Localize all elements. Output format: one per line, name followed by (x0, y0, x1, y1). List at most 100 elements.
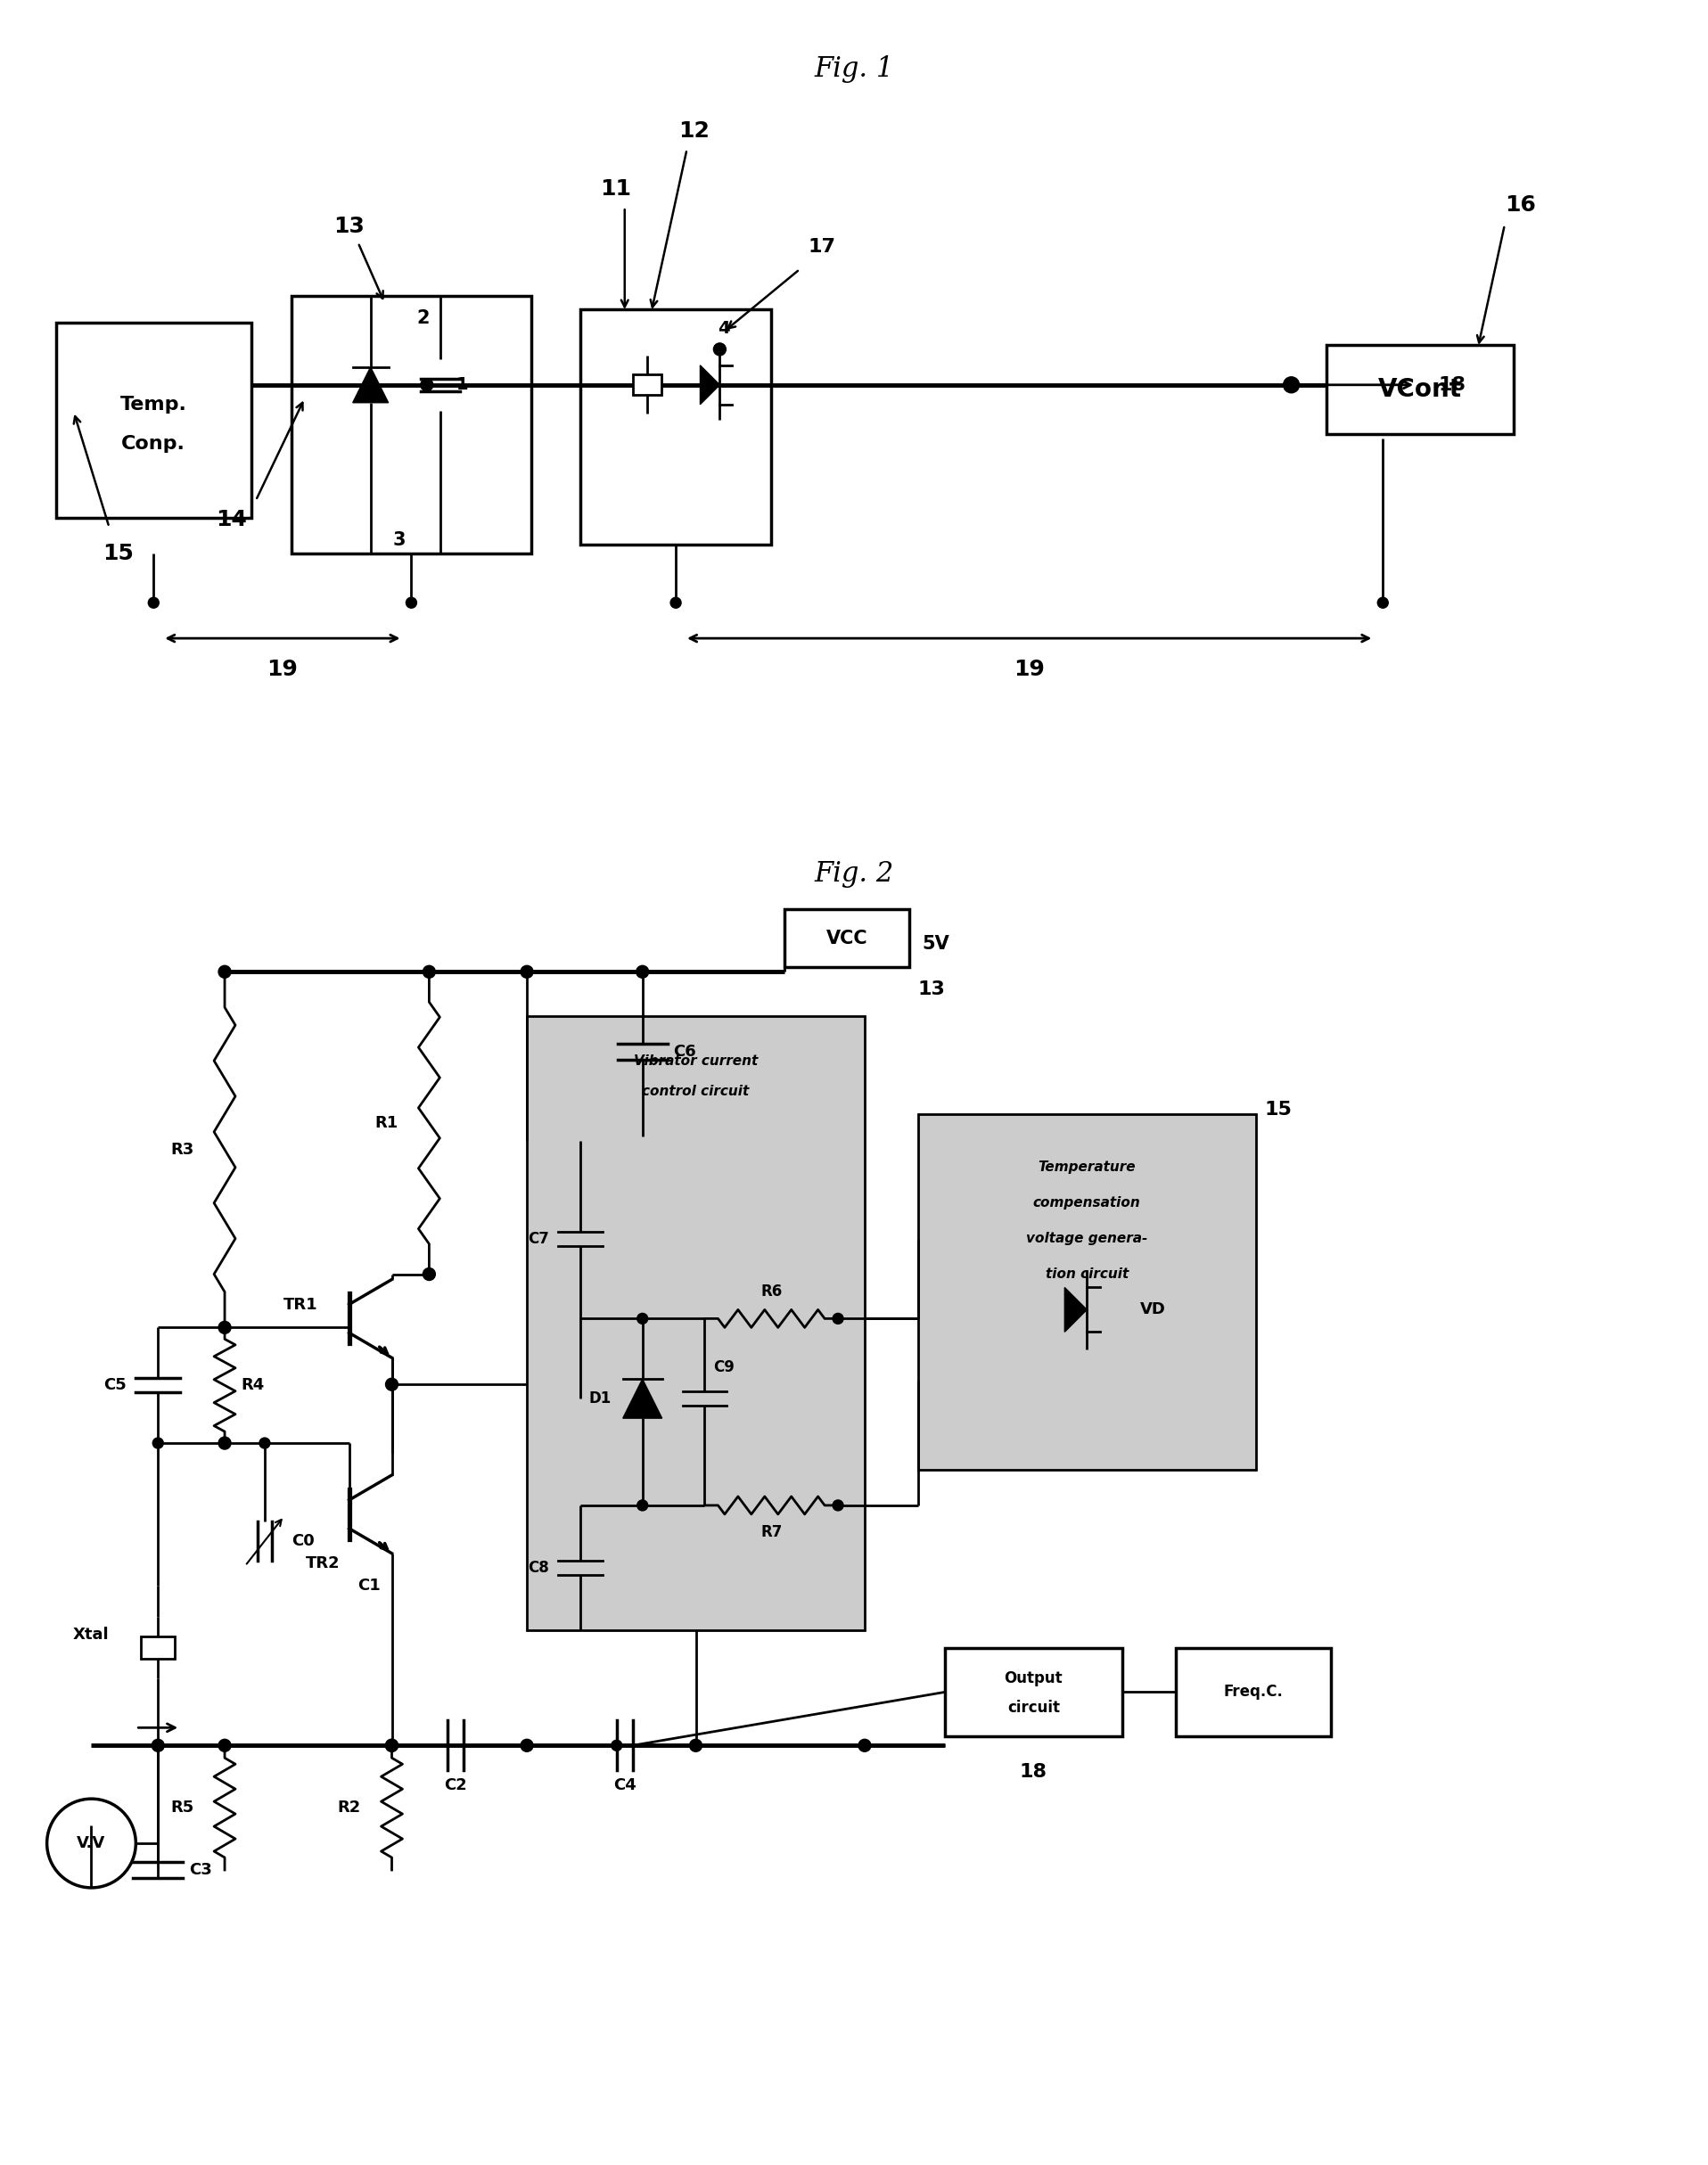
Circle shape (219, 966, 231, 979)
Circle shape (420, 379, 434, 392)
Polygon shape (623, 1379, 663, 1418)
Text: 4: 4 (717, 320, 731, 338)
Text: C3: C3 (190, 1862, 212, 1877)
Text: tion circuit: tion circuit (1045, 1267, 1129, 1282)
Circle shape (637, 966, 649, 979)
Bar (945, 1648, 1122, 1736)
Bar (917, 1115, 1255, 1470)
Circle shape (386, 1738, 398, 1751)
Text: 13: 13 (333, 216, 366, 238)
Text: C6: C6 (673, 1044, 697, 1061)
Polygon shape (700, 366, 719, 405)
Text: C1: C1 (359, 1578, 381, 1593)
Circle shape (834, 1314, 844, 1325)
Text: VD: VD (1141, 1301, 1167, 1318)
Bar (581, 310, 772, 546)
Text: C7: C7 (528, 1230, 550, 1247)
Bar (1327, 344, 1513, 433)
Circle shape (386, 1738, 398, 1751)
Text: C0: C0 (292, 1533, 314, 1548)
Text: 18: 18 (1438, 377, 1465, 394)
Text: 17: 17 (808, 238, 835, 255)
Polygon shape (354, 368, 388, 403)
Text: Conp.: Conp. (121, 435, 186, 452)
Text: control circuit: control circuit (642, 1085, 750, 1098)
Circle shape (424, 1269, 436, 1280)
Circle shape (1378, 598, 1389, 608)
Circle shape (152, 1438, 164, 1448)
Text: V.V: V.V (77, 1836, 106, 1851)
Text: VCont: VCont (1378, 377, 1462, 403)
Circle shape (637, 1314, 647, 1325)
Text: R2: R2 (336, 1799, 360, 1816)
Circle shape (611, 1741, 622, 1751)
Text: C2: C2 (444, 1777, 468, 1793)
Polygon shape (1064, 1288, 1086, 1331)
Circle shape (364, 379, 377, 392)
Circle shape (859, 1738, 871, 1751)
Text: 16: 16 (1505, 195, 1535, 216)
Text: C8: C8 (528, 1559, 550, 1576)
Text: 19: 19 (1015, 658, 1045, 680)
Text: TR1: TR1 (284, 1297, 318, 1314)
Text: R4: R4 (241, 1377, 265, 1394)
Text: compensation: compensation (1033, 1197, 1141, 1210)
Text: Fig. 1: Fig. 1 (815, 56, 893, 82)
Circle shape (219, 1738, 231, 1751)
Text: D1: D1 (589, 1390, 611, 1407)
Circle shape (637, 1500, 647, 1511)
Text: R6: R6 (760, 1284, 782, 1299)
Text: 2: 2 (417, 310, 430, 327)
Circle shape (424, 966, 436, 979)
Text: R3: R3 (171, 1141, 193, 1158)
Circle shape (714, 342, 726, 355)
Text: VCC: VCC (827, 929, 868, 948)
Text: 15: 15 (1264, 1100, 1293, 1119)
Text: R7: R7 (760, 1524, 782, 1539)
Text: 19: 19 (266, 658, 297, 680)
Circle shape (521, 1738, 533, 1751)
Circle shape (149, 598, 159, 608)
Text: 5V: 5V (922, 935, 950, 953)
Bar (526, 1015, 864, 1630)
Text: circuit: circuit (1008, 1700, 1061, 1717)
Text: Freq.C.: Freq.C. (1223, 1684, 1283, 1700)
Bar (1175, 1648, 1331, 1736)
Text: C9: C9 (714, 1360, 734, 1375)
Text: Fig. 2: Fig. 2 (815, 860, 893, 888)
Circle shape (219, 1321, 231, 1334)
Circle shape (407, 598, 417, 608)
Circle shape (690, 1738, 702, 1751)
Circle shape (834, 1500, 844, 1511)
Text: voltage genera-: voltage genera- (1027, 1232, 1148, 1245)
Text: C4: C4 (613, 1777, 635, 1793)
Text: Xtal: Xtal (73, 1626, 109, 1643)
Circle shape (152, 1738, 164, 1751)
Text: TR2: TR2 (306, 1554, 340, 1572)
Text: Temperature: Temperature (1038, 1160, 1136, 1173)
Circle shape (260, 1438, 270, 1448)
Text: Vibrator current: Vibrator current (634, 1054, 758, 1067)
Bar (142, 1637, 174, 1658)
Text: 18: 18 (1020, 1762, 1047, 1782)
Text: 1: 1 (456, 377, 468, 394)
Text: Temp.: Temp. (120, 396, 186, 414)
Text: 3: 3 (393, 533, 407, 550)
Bar (784, 909, 909, 968)
Circle shape (671, 598, 681, 608)
Bar (292, 297, 531, 554)
Text: Output: Output (1004, 1671, 1062, 1687)
Bar (56, 323, 251, 517)
Circle shape (1283, 377, 1300, 392)
Text: 12: 12 (678, 121, 709, 143)
Text: C5: C5 (104, 1377, 126, 1394)
Bar (634, 375, 661, 396)
Text: 13: 13 (917, 981, 946, 998)
Text: R1: R1 (374, 1115, 398, 1130)
Text: 11: 11 (600, 178, 632, 199)
Circle shape (219, 1438, 231, 1448)
Text: 14: 14 (217, 509, 248, 530)
Circle shape (386, 1379, 398, 1390)
Text: R5: R5 (171, 1799, 193, 1816)
Circle shape (521, 966, 533, 979)
